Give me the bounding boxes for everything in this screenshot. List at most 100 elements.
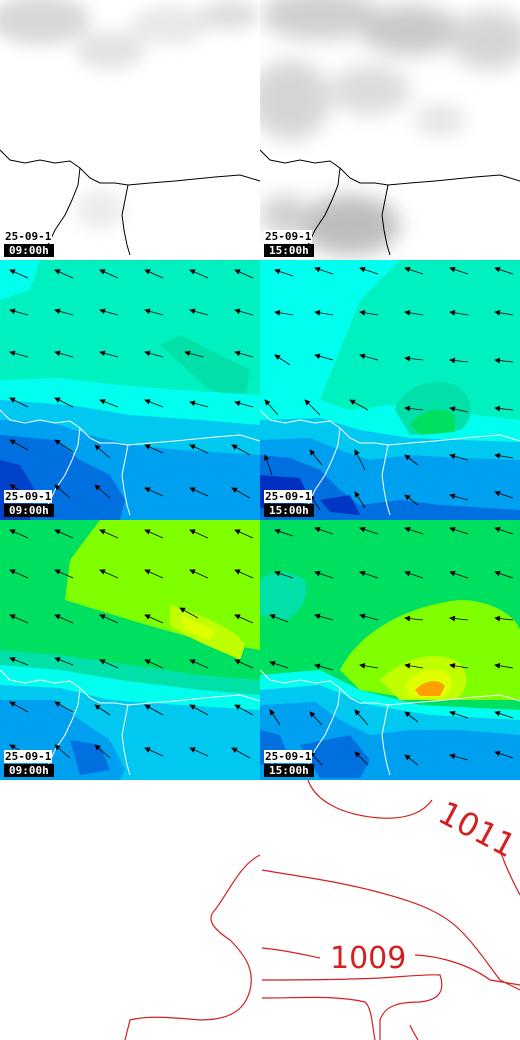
- wind-arrow: [99, 399, 119, 408]
- date-label: 25-09-1: [264, 750, 313, 763]
- wind-arrow: [449, 266, 469, 275]
- wind-arrow: [359, 266, 379, 275]
- wind-arrow: [359, 570, 379, 579]
- wind-arrow: [494, 453, 514, 459]
- wind-arrow: [404, 454, 419, 466]
- wind-arrow: [9, 701, 29, 713]
- wind-arrow: [309, 711, 323, 726]
- wind-arrow: [231, 487, 251, 499]
- wind-arrows: [9, 529, 254, 759]
- isobar-line: [261, 947, 321, 959]
- wind-arrow: [9, 308, 29, 316]
- wind-arrow: [99, 659, 119, 669]
- time-label: 09:00h: [4, 504, 54, 517]
- wind-arrow: [9, 269, 29, 279]
- wind-arrow: [314, 353, 334, 361]
- wind-arrow: [269, 614, 289, 623]
- wind-arrow: [234, 400, 254, 408]
- isobar-label-1009: 1009: [330, 941, 406, 976]
- wind-map-panel-mid-0900: 25-09-1 09:00h: [0, 520, 260, 780]
- wind-arrow: [9, 350, 29, 358]
- wind-arrow: [144, 444, 164, 454]
- wind-arrow: [9, 397, 29, 408]
- wind-arrow: [314, 570, 334, 579]
- wind-arrow: [234, 269, 254, 279]
- wind-arrow: [54, 269, 74, 279]
- wind-arrow: [99, 308, 119, 316]
- wind-arrow: [269, 709, 281, 726]
- wind-arrow: [274, 528, 294, 537]
- wind-arrow: [354, 491, 366, 509]
- wind-arrow: [449, 357, 469, 364]
- isobar-line: [124, 854, 261, 1040]
- wind-arrow: [404, 494, 419, 506]
- wind-arrow: [9, 569, 29, 579]
- wind-arrow: [189, 269, 209, 279]
- time-label: 09:00h: [4, 244, 54, 257]
- wind-arrow: [314, 613, 334, 621]
- wind-arrow: [189, 308, 209, 316]
- wind-arrow: [54, 308, 74, 316]
- wind-arrow: [494, 663, 514, 669]
- wind-arrow: [354, 449, 366, 471]
- wind-arrow: [144, 569, 164, 579]
- wind-arrow: [9, 657, 29, 666]
- wind-arrow: [274, 310, 294, 316]
- wind-arrow: [494, 490, 514, 499]
- isobar-line: [261, 996, 376, 1040]
- wind-arrow: [234, 659, 254, 669]
- wind-arrow: [189, 704, 209, 716]
- wind-arrow: [99, 350, 119, 358]
- date-label: 25-09-1: [4, 750, 53, 763]
- wind-arrow: [144, 269, 164, 279]
- wind-arrow: [144, 614, 164, 624]
- wind-arrow: [234, 569, 254, 579]
- wind-arrow: [144, 659, 164, 669]
- wind-arrow: [234, 704, 254, 716]
- wind-arrow: [94, 744, 111, 759]
- wind-arrow: [54, 657, 74, 666]
- wind-arrow: [189, 529, 209, 539]
- wind-arrow: [54, 529, 74, 539]
- wind-map-mid-0900: [0, 520, 260, 780]
- wind-arrow: [144, 308, 164, 316]
- wind-arrow: [314, 663, 334, 671]
- wind-arrow: [9, 529, 29, 539]
- wind-map-low-0900: [0, 260, 260, 520]
- wind-arrow: [404, 711, 419, 723]
- wind-arrow: [54, 701, 74, 713]
- date-label: 25-09-1: [264, 230, 313, 243]
- wind-arrow: [144, 529, 164, 539]
- wind-arrow: [449, 615, 469, 622]
- cloud-map-panel-1500: 25-09-1 15:00h: [260, 0, 520, 260]
- isobar-line: [261, 869, 520, 991]
- wind-arrow: [494, 405, 514, 412]
- wind-arrow: [494, 710, 514, 719]
- wind-arrow: [274, 354, 291, 366]
- wind-arrow: [354, 709, 369, 726]
- wind-map-panel-mid-1500: 25-09-1 15:00h: [260, 520, 520, 780]
- wind-arrow: [99, 529, 119, 539]
- wind-arrow: [449, 493, 469, 501]
- wind-arrow: [359, 663, 379, 669]
- wind-map-panel-0900: 25-09-1 09:00h: [0, 260, 260, 520]
- cloud-map-1500: [260, 0, 520, 260]
- wind-arrow: [494, 310, 514, 316]
- wind-arrow: [231, 444, 251, 456]
- wind-arrow: [349, 399, 369, 411]
- cloud-map-0900: [0, 0, 260, 260]
- wind-arrow: [54, 350, 74, 358]
- wind-arrow: [234, 614, 254, 624]
- wind-arrow: [94, 444, 111, 459]
- wind-arrow: [144, 399, 164, 408]
- wind-arrow: [54, 569, 74, 579]
- wind-arrow: [404, 526, 424, 535]
- wind-arrow: [144, 747, 164, 757]
- wind-arrow: [354, 751, 369, 766]
- time-label: 09:00h: [4, 764, 54, 777]
- wind-arrow: [314, 526, 334, 535]
- wind-map-low-1500: [260, 260, 520, 520]
- wind-arrow: [234, 308, 254, 316]
- isobar-line: [307, 780, 433, 819]
- date-label: 25-09-1: [4, 230, 53, 243]
